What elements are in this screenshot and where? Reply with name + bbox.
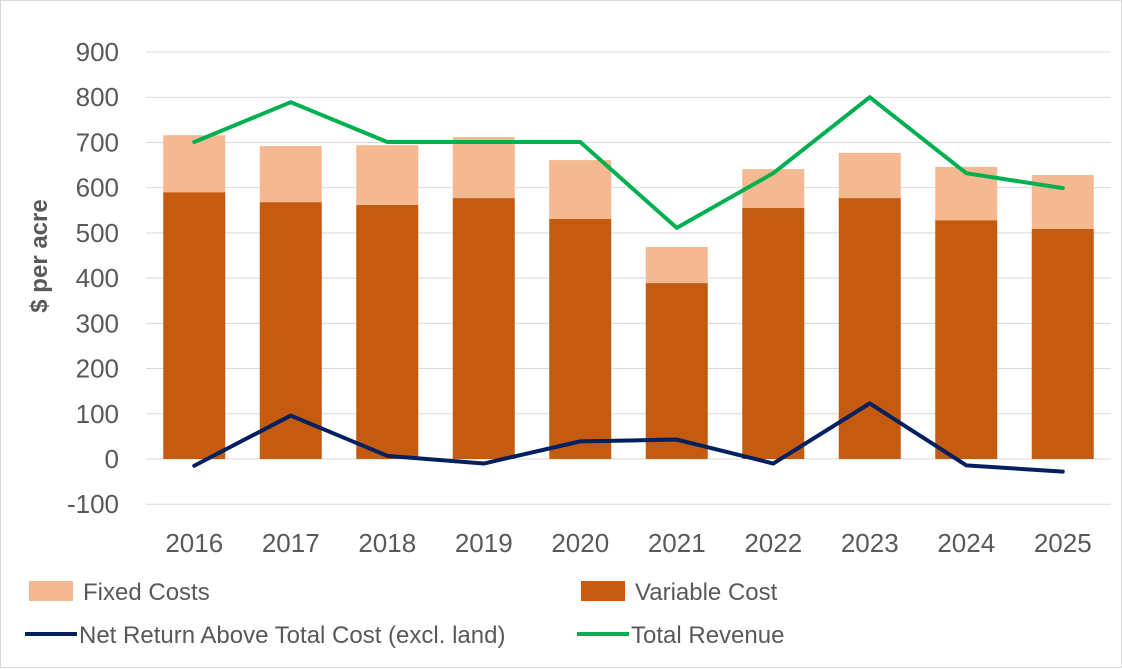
bar-variable-cost <box>259 202 322 460</box>
legend-net-return-label: Net Return Above Total Cost (excl. land) <box>79 622 505 649</box>
bar-fixed-costs <box>645 246 708 284</box>
legend-variable-cost-label: Variable Cost <box>635 579 778 606</box>
bar-variable-cost <box>1031 228 1094 459</box>
line-total-revenue <box>192 95 1065 230</box>
bar-variable-cost <box>935 220 998 459</box>
x-tick-label: 2016 <box>165 528 223 558</box>
y-tick-label: 100 <box>76 399 119 429</box>
x-tick-label: 2024 <box>937 528 995 558</box>
bar-fixed-costs <box>742 169 805 209</box>
bar-fixed-costs <box>838 152 901 199</box>
bar-variable-cost <box>452 198 515 459</box>
bar-fixed-costs <box>452 137 515 199</box>
x-tick-label: 2023 <box>841 528 899 558</box>
x-tick-label: 2020 <box>551 528 609 558</box>
bar-fixed-costs <box>163 135 226 193</box>
y-tick-label: 600 <box>76 173 119 203</box>
line-net-return <box>192 401 1065 474</box>
bar-variable-cost <box>742 208 805 459</box>
x-tick-label: 2022 <box>744 528 802 558</box>
y-tick-label: 700 <box>76 127 119 157</box>
y-tick-label: 400 <box>76 263 119 293</box>
y-tick-label: 800 <box>76 82 119 112</box>
x-tick-label: 2021 <box>648 528 706 558</box>
y-tick-label: 200 <box>76 354 119 384</box>
legend-variable-cost-swatch <box>581 581 625 601</box>
x-tick-label: 2017 <box>262 528 320 558</box>
y-axis-title: $ per acre <box>26 199 53 312</box>
legend-fixed-costs-swatch <box>29 581 73 601</box>
bar-fixed-costs <box>356 145 419 205</box>
bar-variable-cost <box>549 218 612 459</box>
legend-fixed-costs-label: Fixed Costs <box>83 579 210 606</box>
y-tick-label: -100 <box>67 489 119 519</box>
legend-total-revenue-label: Total Revenue <box>631 622 784 649</box>
bar-fixed-costs <box>259 146 322 203</box>
y-tick-label: 300 <box>76 308 119 338</box>
bar-variable-cost <box>838 198 901 459</box>
bar-variable-cost <box>645 283 708 459</box>
y-tick-label: 0 <box>105 444 119 474</box>
x-tick-label: 2019 <box>455 528 513 558</box>
bar-variable-cost <box>356 204 419 459</box>
x-tick-label: 2018 <box>358 528 416 558</box>
y-tick-label: 900 <box>76 37 119 67</box>
bar-variable-cost <box>163 192 226 459</box>
x-tick-label: 2025 <box>1034 528 1092 558</box>
bar-fixed-costs <box>549 160 612 219</box>
y-tick-label: 500 <box>76 218 119 248</box>
